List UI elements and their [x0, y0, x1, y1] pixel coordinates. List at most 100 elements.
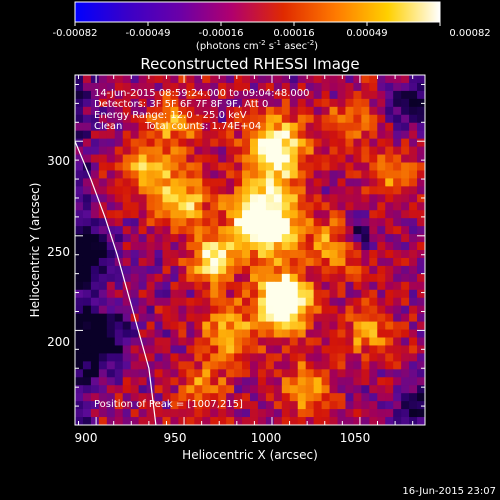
- heatmap-cell: [281, 417, 291, 425]
- heatmap-cell: [210, 218, 219, 227]
- heatmap-cell: [162, 154, 171, 163]
- heatmap-cell: [257, 273, 267, 283]
- heatmap-cell: [289, 289, 299, 299]
- heatmap-cell: [329, 321, 338, 331]
- heatmap-cell: [305, 337, 315, 346]
- heatmap-cell: [218, 361, 227, 370]
- peak-position-text: Position of Peak = [1007,215]: [94, 399, 243, 410]
- heatmap-cell: [353, 186, 362, 195]
- heatmap-cell: [162, 353, 171, 362]
- heatmap-cell: [417, 170, 425, 179]
- heatmap-cell: [202, 98, 211, 108]
- heatmap-cell: [202, 186, 211, 195]
- heatmap-cell: [265, 321, 275, 331]
- heatmap-cell: [210, 329, 219, 338]
- heatmap-cell: [202, 281, 211, 291]
- heatmap-cell: [154, 377, 163, 386]
- heatmap-cell: [385, 138, 394, 148]
- heatmap-cell: [385, 226, 394, 235]
- heatmap-cell: [98, 210, 108, 219]
- heatmap-cell: [361, 265, 370, 275]
- heatmap-cell: [178, 289, 187, 299]
- heatmap-cell: [154, 353, 163, 362]
- heatmap-cell: [409, 138, 418, 148]
- heatmap-cell: [265, 250, 275, 259]
- heatmap-cell: [242, 321, 251, 331]
- heatmap-cell: [321, 313, 331, 323]
- heatmap-cell: [82, 305, 92, 315]
- heatmap-cell: [130, 289, 140, 299]
- heatmap-cell: [297, 234, 307, 243]
- heatmap-cell: [226, 265, 235, 275]
- heatmap-cell: [273, 265, 283, 275]
- heatmap-cell: [385, 345, 394, 354]
- heatmap-cell: [82, 75, 92, 84]
- heatmap-cell: [226, 170, 235, 179]
- heatmap-cell: [186, 409, 195, 418]
- colorbar-tick-label-0: -0.00082: [53, 28, 98, 39]
- heatmap-cell: [321, 242, 331, 251]
- heatmap-cell: [250, 186, 259, 195]
- heatmap-cell: [337, 218, 346, 227]
- heatmap-cell: [146, 321, 156, 331]
- heatmap-cell: [305, 401, 315, 410]
- heatmap-cell: [154, 281, 163, 291]
- heatmap-cell: [281, 98, 291, 108]
- heatmap-cell: [257, 122, 267, 132]
- heatmap-cell: [409, 393, 418, 402]
- heatmap-cell: [202, 170, 211, 179]
- heatmap-cell: [393, 265, 402, 275]
- heatmap-cell: [361, 226, 370, 235]
- heatmap-cell: [114, 122, 124, 132]
- heatmap-cell: [82, 162, 92, 171]
- heatmap-cell: [75, 90, 84, 100]
- heatmap-cell: [146, 154, 156, 163]
- heatmap-cell: [146, 297, 156, 307]
- heatmap-cell: [98, 242, 108, 251]
- heatmap-cell: [369, 154, 378, 163]
- heatmap-cell: [75, 273, 84, 283]
- heatmap-cell: [273, 162, 283, 171]
- heatmap-cell: [361, 234, 370, 243]
- heatmap-cell: [242, 265, 251, 275]
- heatmap-cell: [242, 417, 251, 425]
- heatmap-cell: [226, 218, 235, 227]
- heatmap-cell: [369, 234, 378, 243]
- heatmap-cell: [130, 417, 140, 425]
- heatmap-cell: [313, 170, 323, 179]
- heatmap-cell: [409, 75, 418, 84]
- heatmap-cell: [250, 234, 259, 243]
- heatmap-cell: [289, 75, 299, 84]
- heatmap-cell: [369, 353, 378, 362]
- heatmap-cell: [257, 353, 267, 362]
- heatmap-cell: [353, 257, 362, 267]
- heatmap-cell: [273, 170, 283, 179]
- heatmap-cell: [289, 265, 299, 275]
- heatmap-cell: [194, 90, 203, 100]
- heatmap-cell: [242, 377, 251, 386]
- heatmap-cell: [369, 98, 378, 108]
- heatmap-cell: [401, 82, 410, 92]
- heatmap-cell: [257, 242, 267, 251]
- heatmap-cell: [409, 361, 418, 370]
- heatmap-cell: [257, 178, 267, 187]
- x-axis-label: Heliocentric X (arcsec): [182, 448, 318, 462]
- heatmap-cell: [75, 321, 84, 331]
- heatmap-cell: [401, 98, 410, 108]
- heatmap-cell: [361, 154, 370, 163]
- heatmap-cell: [329, 297, 338, 307]
- heatmap-cell: [170, 313, 179, 323]
- heatmap-cell: [242, 337, 251, 346]
- heatmap-cell: [114, 305, 124, 315]
- heatmap-cell: [75, 265, 84, 275]
- heatmap-cell: [106, 186, 116, 195]
- heatmap-cell: [345, 250, 354, 259]
- heatmap-cell: [82, 146, 92, 156]
- heatmap-cell: [313, 114, 323, 124]
- heatmap-cell: [194, 242, 203, 251]
- heatmap-cell: [345, 289, 354, 299]
- heatmap-cell: [146, 393, 156, 402]
- heatmap-cell: [305, 257, 315, 267]
- heatmap-cell: [226, 305, 235, 315]
- heatmap-cell: [377, 281, 386, 291]
